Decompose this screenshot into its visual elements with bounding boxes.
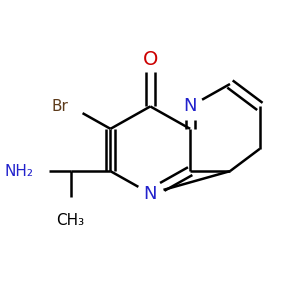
Text: N: N bbox=[183, 98, 197, 116]
Text: N: N bbox=[144, 184, 157, 202]
Text: O: O bbox=[142, 50, 158, 69]
Text: Br: Br bbox=[51, 99, 68, 114]
Text: CH₃: CH₃ bbox=[57, 214, 85, 229]
Text: NH₂: NH₂ bbox=[4, 164, 33, 179]
